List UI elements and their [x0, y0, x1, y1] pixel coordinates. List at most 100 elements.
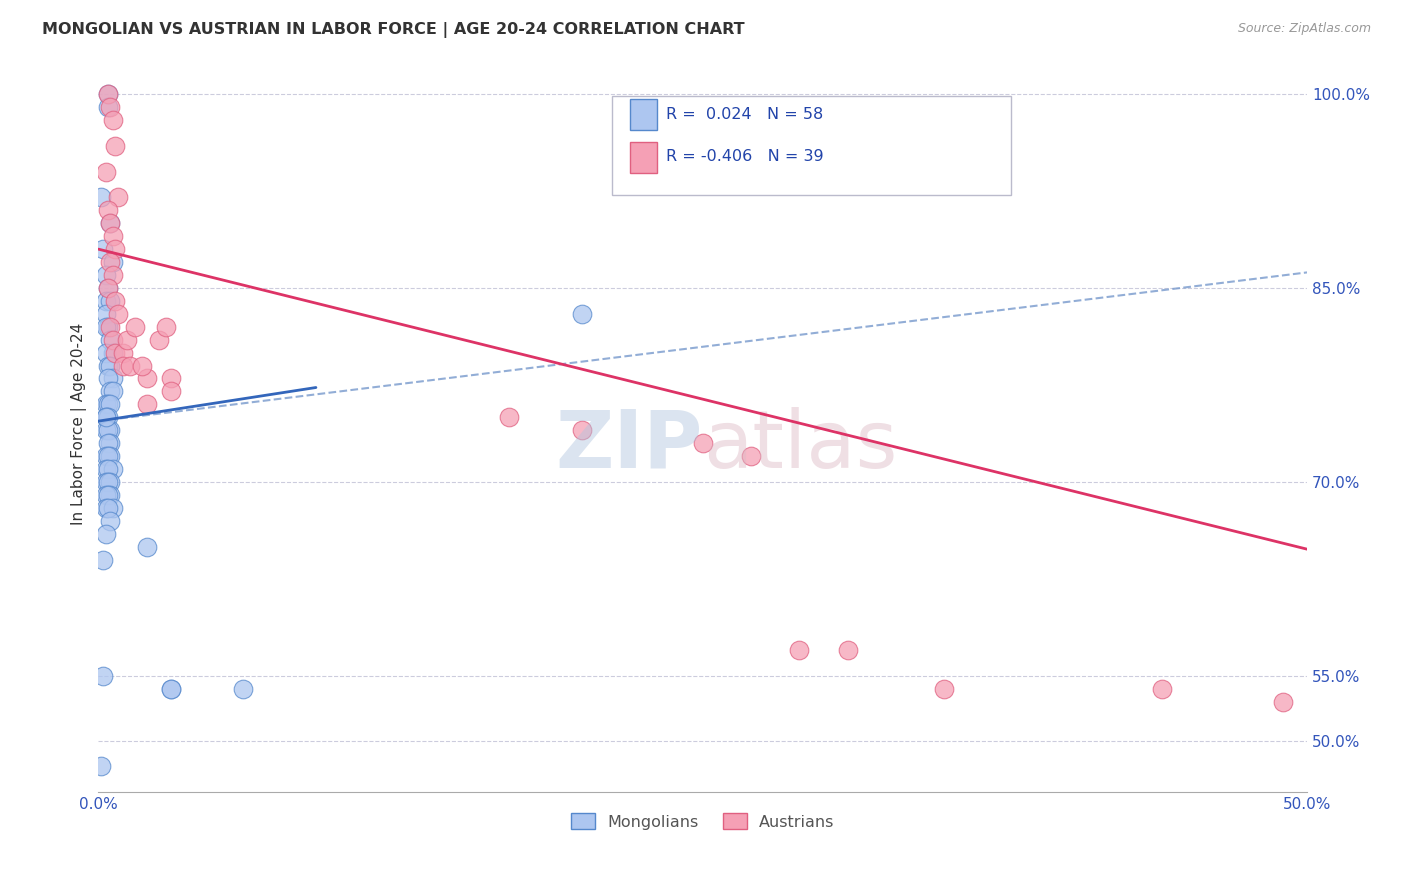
Point	[789, 643, 811, 657]
Point	[97, 436, 120, 450]
Point	[97, 475, 120, 489]
Point	[107, 190, 129, 204]
Point	[101, 333, 124, 347]
Text: R = -0.406   N = 39: R = -0.406 N = 39	[666, 149, 824, 164]
Point	[97, 87, 120, 101]
Point	[104, 242, 127, 256]
Point	[104, 138, 127, 153]
FancyBboxPatch shape	[630, 99, 657, 130]
Point	[97, 359, 120, 373]
FancyBboxPatch shape	[612, 95, 1011, 195]
Point	[100, 475, 122, 489]
Y-axis label: In Labor Force | Age 20-24: In Labor Force | Age 20-24	[72, 323, 87, 524]
Point	[118, 359, 141, 373]
Point	[91, 669, 114, 683]
Legend: Mongolians, Austrians: Mongolians, Austrians	[564, 806, 841, 836]
Point	[91, 242, 114, 256]
Point	[101, 229, 124, 244]
Point	[94, 319, 117, 334]
Point	[135, 397, 157, 411]
Text: atlas: atlas	[703, 407, 897, 485]
Point	[97, 397, 120, 411]
Point	[97, 423, 120, 437]
Point	[1271, 695, 1294, 709]
Point	[101, 500, 124, 515]
Point	[94, 423, 117, 437]
Point	[104, 293, 127, 308]
Point	[100, 333, 122, 347]
Point	[101, 268, 124, 282]
Point	[100, 359, 122, 373]
Point	[94, 268, 117, 282]
Point	[97, 410, 120, 425]
Point	[837, 643, 859, 657]
Point	[101, 345, 124, 359]
Text: R =  0.024   N = 58: R = 0.024 N = 58	[666, 107, 824, 121]
Point	[97, 500, 120, 515]
Point	[135, 540, 157, 554]
Point	[160, 384, 183, 399]
Point	[100, 216, 122, 230]
Point	[111, 345, 134, 359]
Point	[94, 293, 117, 308]
Point	[1150, 681, 1173, 696]
Point	[131, 359, 153, 373]
Point	[100, 488, 122, 502]
Point	[94, 164, 117, 178]
Point	[101, 462, 124, 476]
Point	[148, 333, 170, 347]
Point	[100, 100, 122, 114]
Point	[135, 371, 157, 385]
Point	[94, 526, 117, 541]
Point	[101, 112, 124, 127]
Point	[124, 319, 146, 334]
Point	[97, 488, 120, 502]
Point	[97, 203, 120, 218]
Point	[97, 100, 120, 114]
Point	[97, 319, 120, 334]
Point	[100, 216, 122, 230]
Point	[97, 281, 120, 295]
Point	[107, 307, 129, 321]
Point	[111, 359, 134, 373]
Point	[104, 345, 127, 359]
Text: ZIP: ZIP	[555, 407, 703, 485]
Point	[740, 449, 762, 463]
Point	[94, 307, 117, 321]
Point	[117, 333, 139, 347]
Point	[100, 319, 122, 334]
Point	[100, 436, 122, 450]
Point	[101, 371, 124, 385]
Point	[100, 514, 122, 528]
Point	[160, 681, 183, 696]
FancyBboxPatch shape	[630, 142, 657, 173]
Point	[97, 281, 120, 295]
Point	[91, 552, 114, 566]
Point	[97, 462, 120, 476]
Point	[94, 397, 117, 411]
Point	[155, 319, 177, 334]
Point	[232, 681, 254, 696]
Point	[97, 87, 120, 101]
Point	[100, 423, 122, 437]
Point	[94, 449, 117, 463]
Point	[101, 384, 124, 399]
Point	[571, 307, 593, 321]
Point	[94, 500, 117, 515]
Point	[100, 255, 122, 269]
Point	[692, 436, 714, 450]
Point	[571, 423, 593, 437]
Point	[94, 488, 117, 502]
Point	[100, 384, 122, 399]
Point	[100, 397, 122, 411]
Point	[94, 410, 117, 425]
Point	[498, 410, 520, 425]
Point	[934, 681, 956, 696]
Point	[160, 681, 183, 696]
Point	[101, 255, 124, 269]
Point	[100, 293, 122, 308]
Text: Source: ZipAtlas.com: Source: ZipAtlas.com	[1237, 22, 1371, 36]
Point	[94, 462, 117, 476]
Point	[97, 371, 120, 385]
Point	[160, 371, 183, 385]
